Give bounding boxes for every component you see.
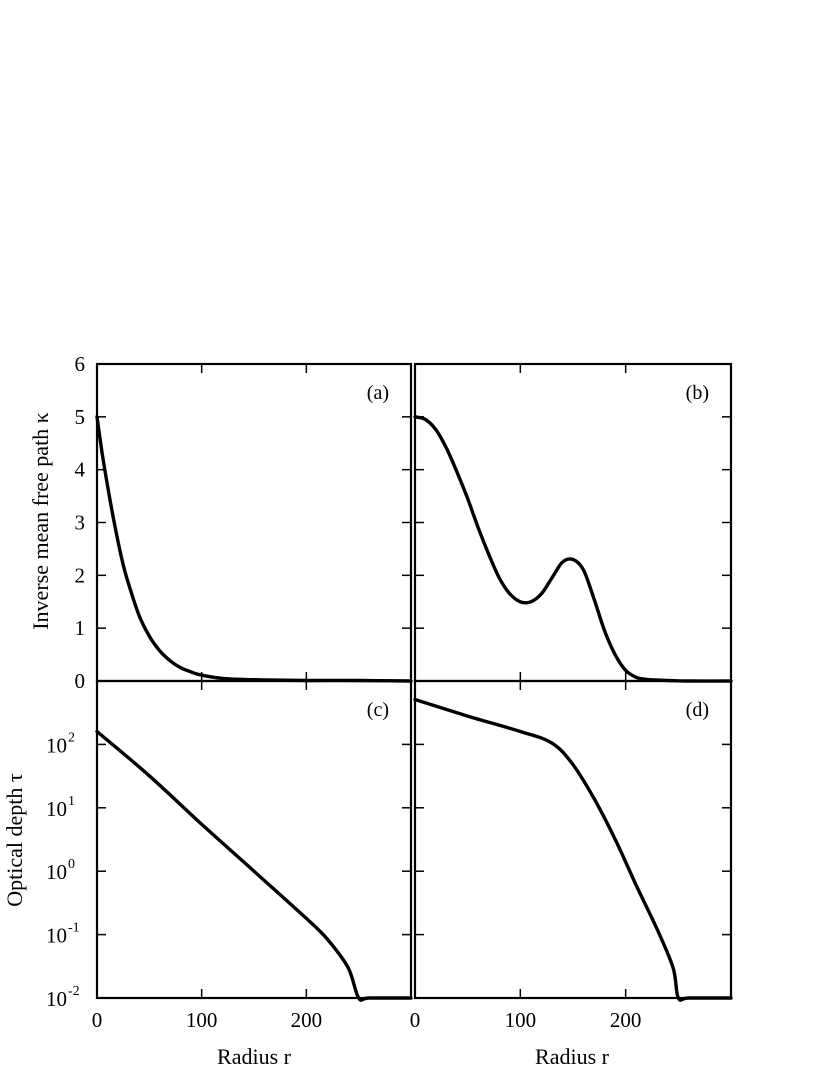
plot-frame (95, 362, 413, 683)
panel-b: (b) (413, 362, 733, 683)
y-tick-label: 4 (75, 458, 86, 482)
y-tick-label: 10 (46, 987, 67, 1011)
y-tick-label: 10 (46, 733, 67, 757)
y-axis-title-top: Inverse mean free path κ (28, 412, 53, 630)
plot-frame (95, 679, 413, 1000)
plot-frame (413, 679, 733, 1000)
panel-label: (a) (367, 382, 389, 404)
x-axis-title-left: Radius r (217, 1044, 292, 1069)
x-axis-title-right: Radius r (535, 1044, 610, 1069)
plot-frame (413, 362, 733, 683)
panel-label: (d) (686, 699, 709, 721)
y-tick-label: 0 (75, 669, 86, 693)
x-tick-label: 0 (410, 1008, 421, 1032)
x-tick-label: 100 (505, 1008, 537, 1032)
x-tick-label: 200 (291, 1008, 323, 1032)
data-curve (413, 697, 733, 1002)
y-tick-label: 2 (75, 563, 86, 587)
panel-a: 0 1 2 3 4 5 6 (a) (75, 352, 413, 693)
data-curve (95, 415, 413, 683)
y-tick-label: 10 (46, 924, 67, 948)
y-tick-label: 1 (75, 616, 86, 640)
x-tick-label: 200 (610, 1008, 642, 1032)
panel-label: (c) (367, 699, 389, 721)
y-axis-title-bottom: Optical depth τ (2, 773, 27, 907)
y-tick-label: 5 (75, 405, 86, 429)
panel-label: (b) (686, 382, 709, 404)
y-tick-label: 10 (46, 860, 67, 884)
y-tick-label: 10 (46, 797, 67, 821)
x-tick-label: 0 (92, 1008, 103, 1032)
y-tick-label-exponent: -1 (68, 921, 80, 936)
y-tick-label-exponent: 0 (68, 857, 75, 872)
y-tick-label-exponent: 2 (68, 730, 75, 745)
panel-d: 0 100 200 (d) (410, 679, 733, 1032)
y-tick-label-exponent: -2 (68, 984, 80, 999)
panel-c: 10 -210 -110 010 110 20 100 200(c) (46, 679, 413, 1032)
y-tick-label-exponent: 1 (68, 794, 75, 809)
data-curve (95, 729, 413, 1002)
y-tick-label: 3 (75, 511, 86, 535)
x-tick-label: 100 (186, 1008, 218, 1032)
data-curve (413, 415, 733, 683)
y-tick-label: 6 (75, 352, 86, 376)
